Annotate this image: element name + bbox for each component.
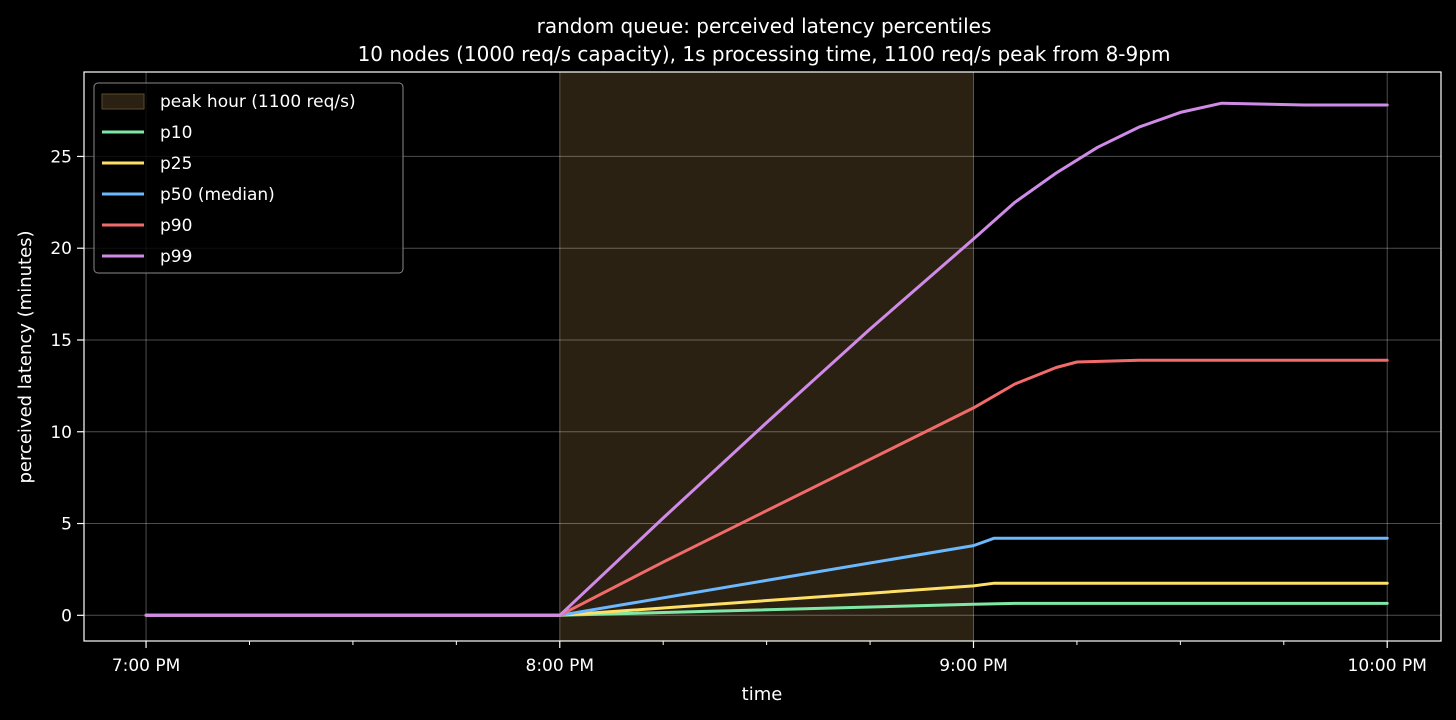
legend-label: p50 (median)	[160, 185, 275, 205]
legend-label: p10	[160, 123, 192, 143]
legend-label: p99	[160, 247, 192, 267]
y-axis-label: perceived latency (minutes)	[15, 230, 36, 483]
legend-swatch-peak-hour	[101, 93, 145, 110]
series-line-p99	[144, 101, 1389, 617]
legend-label: p90	[160, 216, 192, 236]
y-tick-label: 20	[50, 239, 72, 259]
x-axis-label: time	[742, 684, 783, 705]
legend: peak hour (1100 req/s) p10 p25 p50 (median)…	[93, 82, 404, 274]
y-tick-label: 0	[61, 606, 72, 626]
legend-label: peak hour (1100 req/s)	[160, 92, 356, 112]
x-tick-label: 9:00 PM	[939, 656, 1008, 676]
y-tick-label: 25	[50, 147, 72, 167]
legend-label: p25	[160, 154, 192, 174]
y-tick-label: 5	[61, 515, 72, 535]
x-tick-label: 8:00 PM	[526, 656, 595, 676]
peak-hour-region	[559, 72, 974, 641]
y-tick-label: 10	[50, 423, 72, 443]
chart-subtitle: 10 nodes (1000 req/s capacity), 1s proce…	[358, 42, 1171, 66]
series-line-p90	[144, 358, 1389, 617]
x-tick-label: 7:00 PM	[112, 656, 181, 676]
y-tick-label: 15	[50, 331, 72, 351]
plot-frame	[83, 71, 1442, 642]
x-tick-label: 10:00 PM	[1348, 656, 1427, 676]
chart-title: random queue: perceived latency percenti…	[537, 14, 992, 38]
legend-box	[93, 82, 404, 274]
